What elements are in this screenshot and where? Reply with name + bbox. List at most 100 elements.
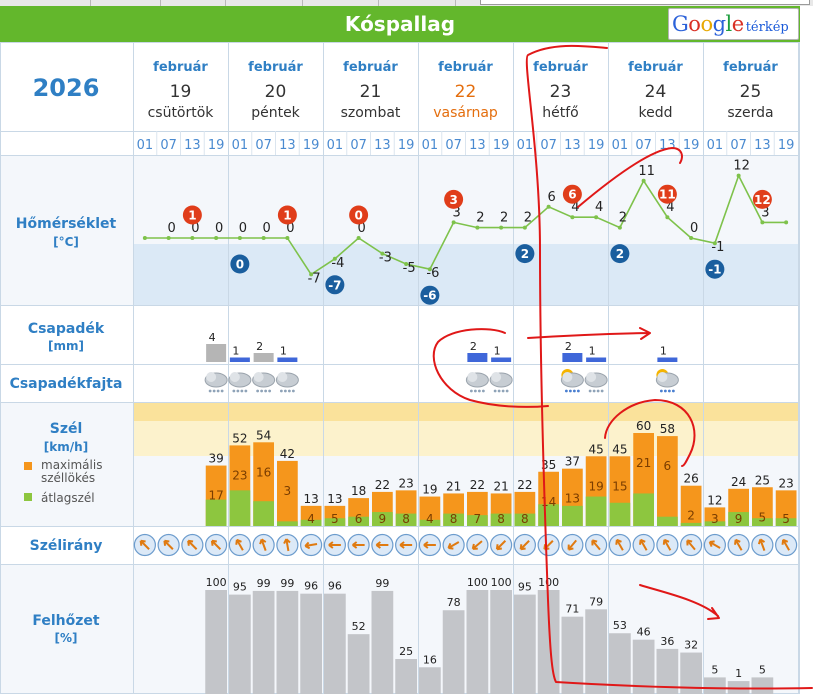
cloud-value-label: 100 (206, 576, 227, 589)
temperature-point (522, 225, 527, 230)
wind-avg-label: 19 (588, 479, 603, 493)
max-temp-badge (349, 205, 369, 225)
day-month-label: február (153, 60, 208, 75)
hour-label: 19 (493, 138, 510, 153)
cloud-value-label: 5 (711, 663, 718, 676)
map-button-label: térkép (745, 20, 789, 35)
wind-avg-bar (609, 502, 631, 526)
min-temp-badge (420, 285, 440, 305)
wind-gust-label: 42 (280, 447, 295, 461)
wind-arrow-icon (139, 539, 150, 550)
wind-avg-bar (562, 505, 583, 526)
search-input[interactable] (480, 0, 810, 5)
wind-gust-label: 24 (731, 475, 746, 489)
hour-label: 01 (612, 138, 629, 153)
wind-arrow-icon (447, 541, 460, 550)
precip-drop-icon (264, 389, 268, 393)
wind-dir-row-label: Szélirány (30, 538, 103, 554)
wind-arrow-icon (163, 539, 174, 550)
precip-drop-icon (497, 389, 501, 393)
day-number-label: 22 (455, 82, 477, 102)
weekday-label: csütörtök (148, 105, 215, 121)
cloud-value-label: 96 (304, 580, 318, 593)
precip-unit-label: [mm] (48, 339, 84, 353)
max-temp-badge-label: 12 (754, 193, 771, 207)
wind-gust-label: 52 (232, 431, 247, 445)
wind-gust-label: 45 (612, 442, 627, 456)
wind-arrow-icon (471, 540, 483, 550)
temperature-value-label: 12 (733, 159, 750, 174)
wind-avg-label: 9 (735, 512, 743, 526)
temperature-point (261, 236, 266, 240)
wind-arrow-icon (399, 541, 413, 549)
wind-arrow-icon (352, 541, 365, 549)
cloud-row-label: Felhőzet (32, 613, 100, 629)
toolbar-separator (455, 0, 456, 6)
temperature-value-label: 0 (262, 221, 270, 236)
wind-avg-label: 8 (450, 512, 458, 526)
cloud-value-label: 99 (257, 577, 271, 590)
cloud-bar (727, 681, 750, 694)
wind-arrow-icon (495, 540, 507, 551)
cloud-value-label: 100 (538, 576, 559, 589)
cloud-value-label: 99 (280, 577, 294, 590)
precip-drop-icon (481, 389, 485, 393)
precip-drop-icon (216, 389, 220, 393)
hour-label: 01 (422, 138, 439, 153)
temperature-value-label: 2 (476, 211, 484, 226)
cloud-bar (395, 659, 417, 694)
cloud-value-label: 95 (233, 581, 247, 594)
temperature-point (427, 267, 432, 272)
precip-drop-icon (596, 389, 600, 393)
hour-label: 07 (635, 138, 652, 153)
temperature-point (356, 236, 361, 240)
wind-arrow-icon (210, 539, 222, 550)
wind-gust-label: 25 (755, 473, 770, 487)
cloud-bar (656, 648, 679, 694)
cloud-value-label: 100 (491, 576, 512, 589)
google-logo: Google (672, 12, 744, 36)
wind-avg-bar (395, 513, 417, 526)
precip-drop-icon (268, 389, 272, 393)
precip-drop-icon (588, 389, 592, 393)
temperature-point (617, 225, 622, 230)
temperature-point (689, 236, 694, 240)
wind-avg-bar (372, 512, 393, 526)
wind-gust-label: 12 (707, 493, 722, 507)
cloud-bar (300, 593, 322, 694)
wind-avg-label: 9 (379, 512, 387, 526)
temperature-row-label: Hőmérséklet (16, 216, 117, 232)
precip-value-label: 1 (280, 345, 287, 358)
day-month-label: február (343, 60, 398, 75)
precip-drop-icon (236, 389, 240, 393)
temperature-point (451, 220, 456, 225)
temperature-point (404, 262, 409, 266)
weekday-label: szerda (727, 105, 773, 121)
wind-avg-label: 8 (402, 512, 410, 526)
precip-drop-icon (663, 389, 667, 393)
cloud-puff-icon (467, 372, 478, 382)
precip-drop-icon (279, 389, 283, 393)
wind-avg-label: 2 (687, 509, 695, 523)
wind-avg-label: 7 (474, 512, 482, 526)
precip-drop-icon (473, 389, 477, 393)
temperature-point (546, 204, 551, 209)
google-map-button[interactable]: Google térkép (668, 8, 799, 40)
hour-label: 07 (730, 138, 747, 153)
temperature-point (760, 220, 765, 225)
min-temp-badge (325, 275, 345, 295)
location-header: Kóspallag Google térkép (0, 6, 800, 42)
cloud-value-label: 36 (660, 635, 674, 648)
hour-label: 01 (327, 138, 344, 153)
temperature-value-label: 0 (357, 221, 365, 236)
min-temp-badge-label: -7 (328, 278, 341, 292)
cloud-bar (490, 590, 512, 694)
day-number-label: 19 (170, 82, 192, 102)
hour-label: 01 (232, 138, 249, 153)
cloud-bar (704, 677, 726, 694)
cloud-bar (229, 594, 251, 694)
wind-avg-label: 16 (256, 465, 271, 479)
temperature-point (285, 236, 290, 240)
precip-drop-icon (469, 389, 473, 393)
temperature-point (641, 178, 646, 183)
